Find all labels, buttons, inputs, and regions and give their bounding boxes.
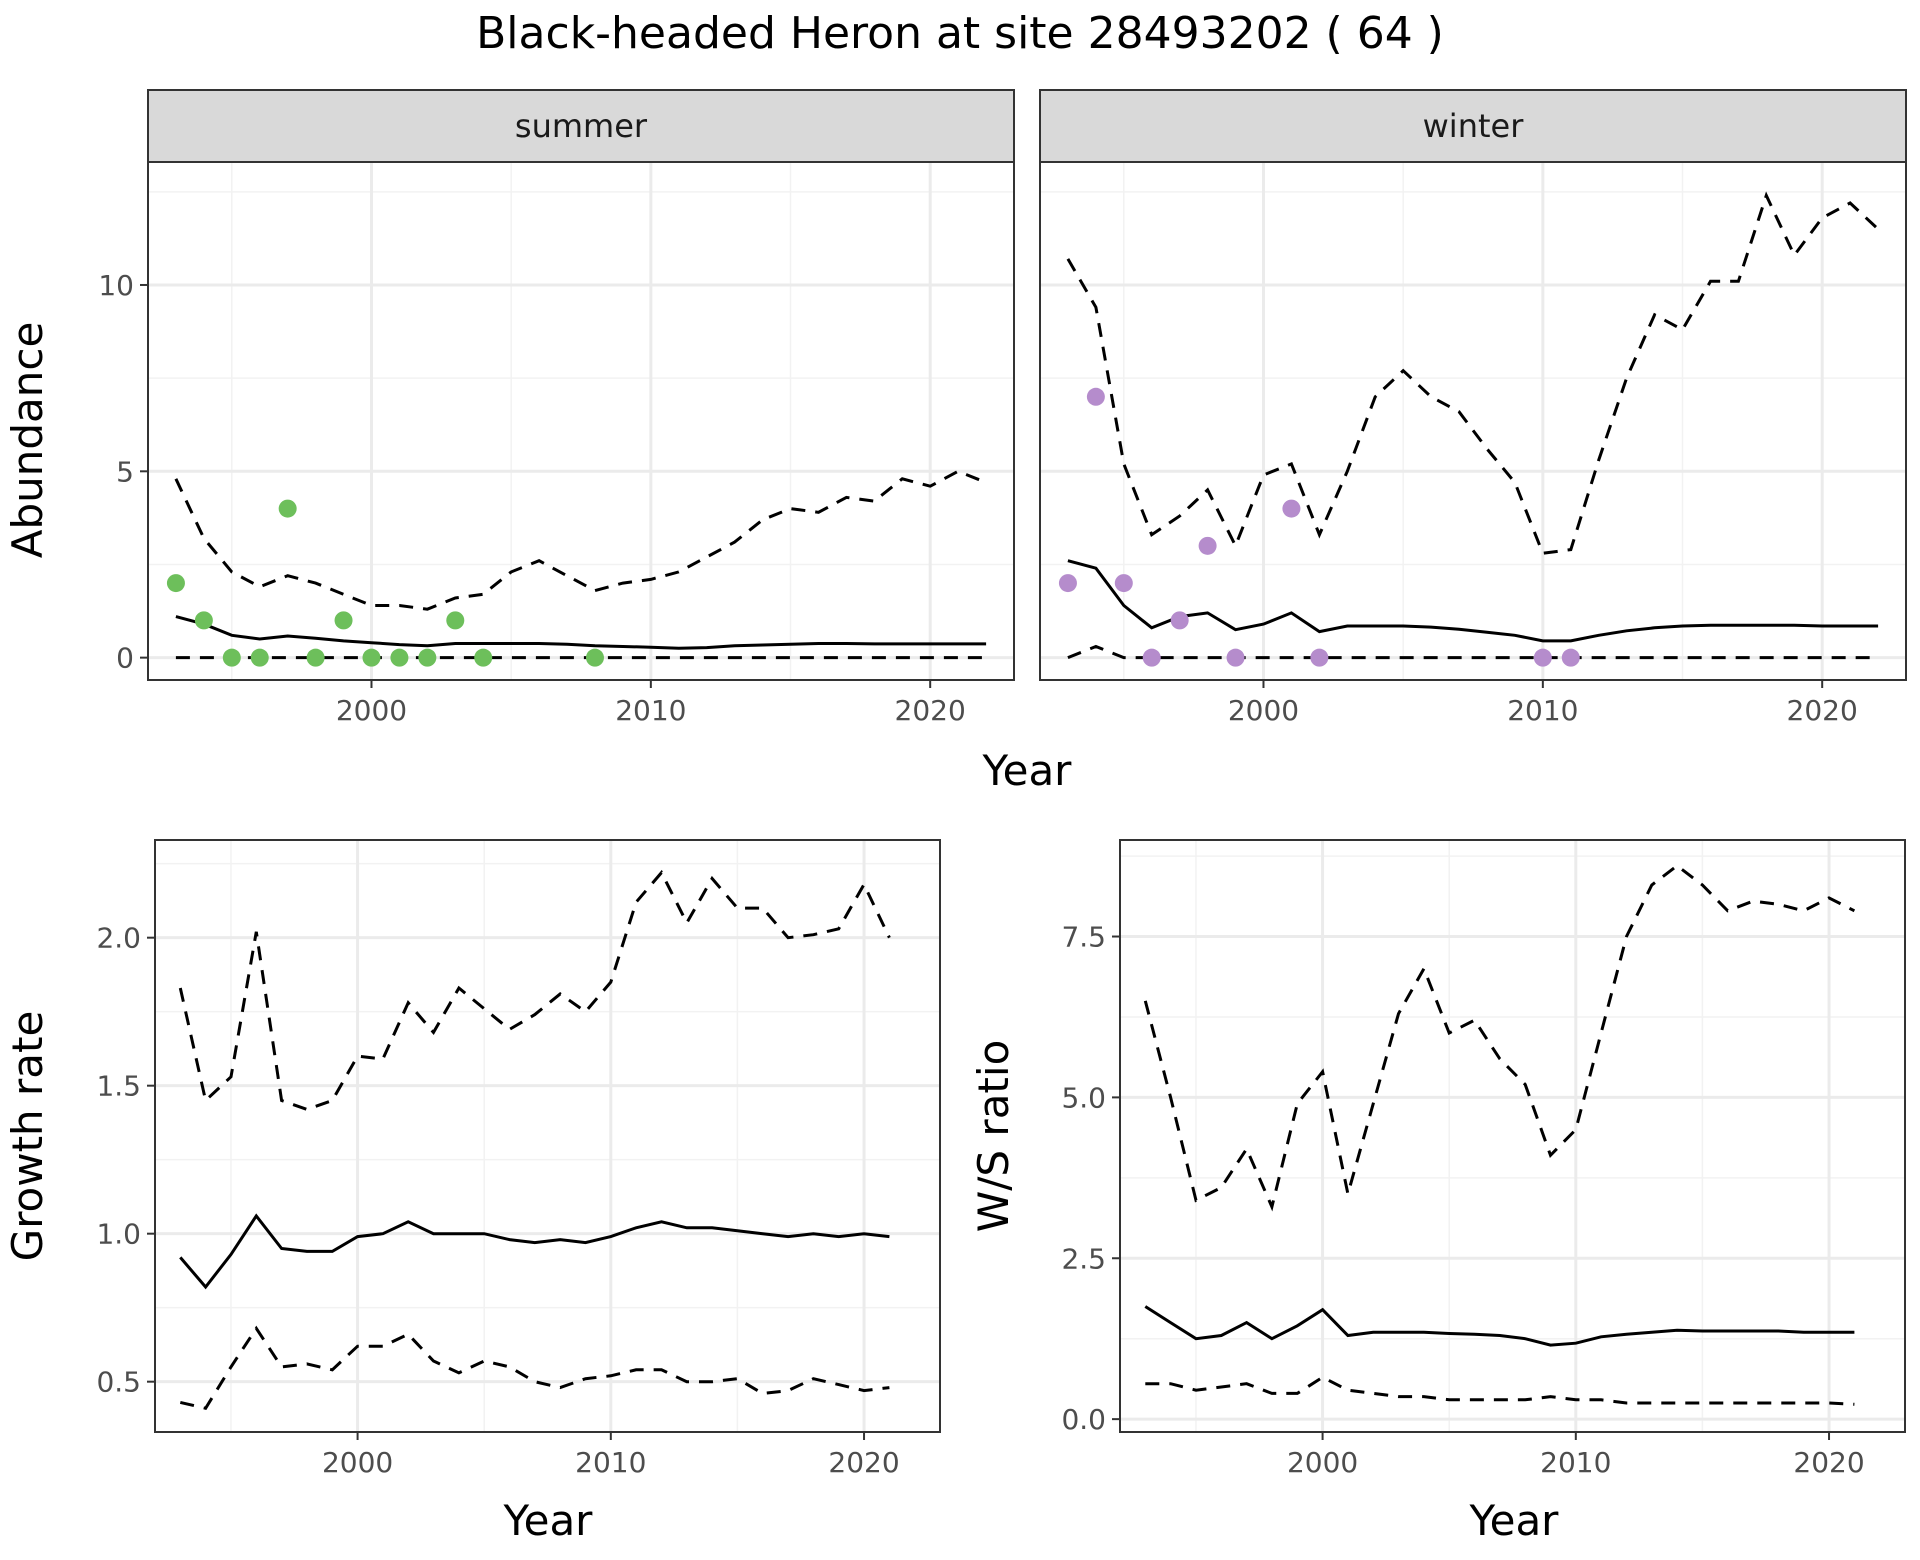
- plot-area-ws-ratio: 2000 2010 2020 0.0 2.5 5.0 7.5: [1061, 839, 1906, 1479]
- strip-summer: [147, 89, 1015, 163]
- series-line-upper: [174, 469, 987, 611]
- x-axis-title-growth: Year: [503, 1496, 594, 1545]
- data-point: [1226, 648, 1245, 667]
- x-tick-label: 2020: [828, 1446, 899, 1479]
- series-line-upper: [178, 869, 891, 1111]
- plot-area-summer: 2000 2010 2020 0 5 10: [98, 161, 1015, 727]
- x-axis-title-top: Year: [982, 746, 1073, 795]
- data-point: [1533, 648, 1552, 667]
- panel-border: [154, 839, 941, 1433]
- x-tick-label: 2020: [1787, 694, 1858, 727]
- chart-title: Black-headed Heron at site 28493202 ( 64…: [476, 8, 1444, 59]
- y-tick-label: 2.0: [96, 922, 141, 955]
- data-point: [585, 648, 604, 667]
- series-line-mean: [1067, 559, 1879, 643]
- x-tick-label: 2000: [1287, 1446, 1358, 1479]
- y-axis-title-growth-rate: Growth rate: [3, 1011, 52, 1262]
- data-point: [418, 648, 437, 667]
- data-point: [1561, 648, 1580, 667]
- panel-border: [1039, 161, 1907, 681]
- strip-label-summer: summer: [515, 107, 648, 145]
- series-line-mean: [1144, 1305, 1855, 1347]
- series-line-lower: [1145, 1375, 1855, 1406]
- y-tick-label: 0.0: [1061, 1403, 1106, 1436]
- data-point: [222, 648, 241, 667]
- data-point: [250, 648, 269, 667]
- data-point: [474, 648, 493, 667]
- y-tick-label: 1.0: [96, 1218, 141, 1251]
- strip-winter: [1039, 89, 1907, 163]
- data-point: [306, 648, 325, 667]
- data-point: [1198, 536, 1217, 555]
- data-point: [362, 648, 381, 667]
- y-tick-label: 0.5: [96, 1366, 141, 1399]
- y-tick-label: 5.0: [1061, 1081, 1106, 1114]
- y-axis-title-ws-ratio: W/S ratio: [969, 1040, 1018, 1233]
- y-tick-label: 2.5: [1061, 1242, 1106, 1275]
- panel-summer: summer 2000 2010 2020 0 5 10 Abundance: [3, 89, 1015, 727]
- y-tick-label: 7.5: [1061, 921, 1106, 954]
- data-point: [1058, 574, 1077, 593]
- data-point: [194, 611, 213, 630]
- panel-border: [147, 161, 1015, 681]
- x-tick-label: 2010: [575, 1446, 646, 1479]
- x-tick-label: 2000: [336, 694, 407, 727]
- panel-ws-ratio: 2000 2010 2020 0.0 2.5 5.0 7.5 W/S ratio Year: [969, 839, 1906, 1545]
- data-point: [390, 648, 409, 667]
- y-axis-title-abundance: Abundance: [3, 322, 52, 559]
- data-point: [1142, 648, 1161, 667]
- data-point: [166, 574, 185, 593]
- data-point: [1282, 499, 1301, 518]
- x-axis-title-ratio: Year: [1469, 1496, 1560, 1545]
- plot-area-growth-rate: 2000 2010 2020 0.5 1.0 1.5 2.0: [96, 839, 941, 1479]
- data-point: [1310, 648, 1329, 667]
- x-tick-label: 2020: [895, 694, 966, 727]
- plot-area-winter: 2000 2010 2020: [1039, 161, 1907, 727]
- x-tick-label: 2010: [615, 694, 686, 727]
- x-tick-label: 2010: [1540, 1446, 1611, 1479]
- y-tick-label: 5: [116, 455, 134, 488]
- data-point: [278, 499, 297, 518]
- x-tick-label: 2010: [1507, 694, 1578, 727]
- x-tick-label: 2000: [322, 1446, 393, 1479]
- x-tick-label: 2020: [1793, 1446, 1864, 1479]
- data-point: [334, 611, 353, 630]
- data-point: [446, 611, 465, 630]
- series-line-mean: [175, 615, 987, 650]
- data-point: [1170, 611, 1189, 630]
- strip-label-winter: winter: [1423, 107, 1525, 145]
- x-tick-label: 2000: [1228, 694, 1299, 727]
- data-point: [1086, 387, 1105, 406]
- y-tick-label: 0: [116, 642, 134, 675]
- series-line-lower: [179, 1325, 890, 1411]
- panel-winter: winter 2000 2010 2020: [1039, 89, 1907, 727]
- y-tick-label: 1.5: [96, 1070, 141, 1103]
- panel-border: [1119, 839, 1906, 1433]
- data-point: [1114, 574, 1133, 593]
- panel-growth-rate: 2000 2010 2020 0.5 1.0 1.5 2.0 Growth rate Yea…: [3, 839, 941, 1545]
- series-line-upper: [1066, 191, 1880, 555]
- series-line-mean: [179, 1213, 890, 1290]
- y-tick-label: 10: [98, 269, 134, 302]
- series-line-lower: [1067, 644, 1879, 660]
- series-line-upper: [1143, 863, 1856, 1212]
